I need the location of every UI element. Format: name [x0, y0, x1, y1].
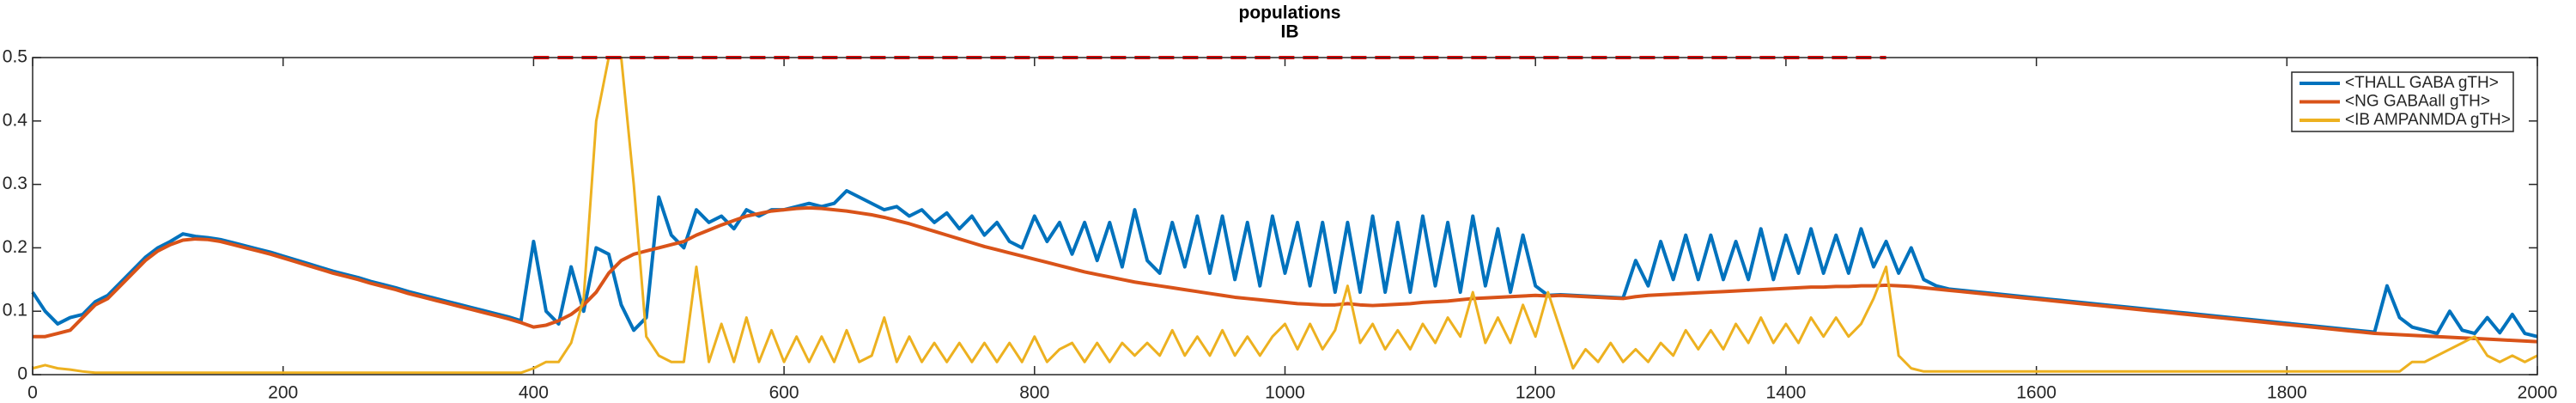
x-tick-label: 800 [1019, 383, 1049, 403]
legend-label: <THALL GABA gTH> [2345, 74, 2499, 92]
y-tick-label: 0.5 [3, 47, 27, 67]
chart-subtitle: IB [1281, 22, 1299, 42]
y-tick-label: 0.2 [3, 237, 27, 257]
x-tick-label: 1800 [2267, 383, 2307, 403]
x-tick-label: 2000 [2518, 383, 2558, 403]
y-tick-label: 0.3 [3, 174, 27, 193]
x-tick-label: 0 [27, 383, 38, 403]
x-tick-label: 200 [268, 383, 298, 403]
chart-title: populations [1239, 3, 1341, 23]
x-tick-label: 1200 [1516, 383, 1556, 403]
legend-label: <NG GABAall gTH> [2345, 93, 2490, 111]
y-tick-label: 0.1 [3, 301, 27, 321]
axes-box [32, 57, 2538, 376]
x-tick-label: 1400 [1766, 383, 1807, 403]
legend-label: <IB AMPANMDA gTH> [2345, 111, 2511, 129]
x-tick-label: 600 [769, 383, 799, 403]
x-tick-label: 1600 [2016, 383, 2057, 403]
y-tick-label: 0.4 [3, 110, 28, 130]
x-tick-label: 1000 [1265, 383, 1305, 403]
series-line [32, 56, 2538, 375]
x-tick-label: 400 [519, 383, 549, 403]
series-line [33, 205, 2538, 344]
y-tick-label: 0 [17, 364, 27, 384]
